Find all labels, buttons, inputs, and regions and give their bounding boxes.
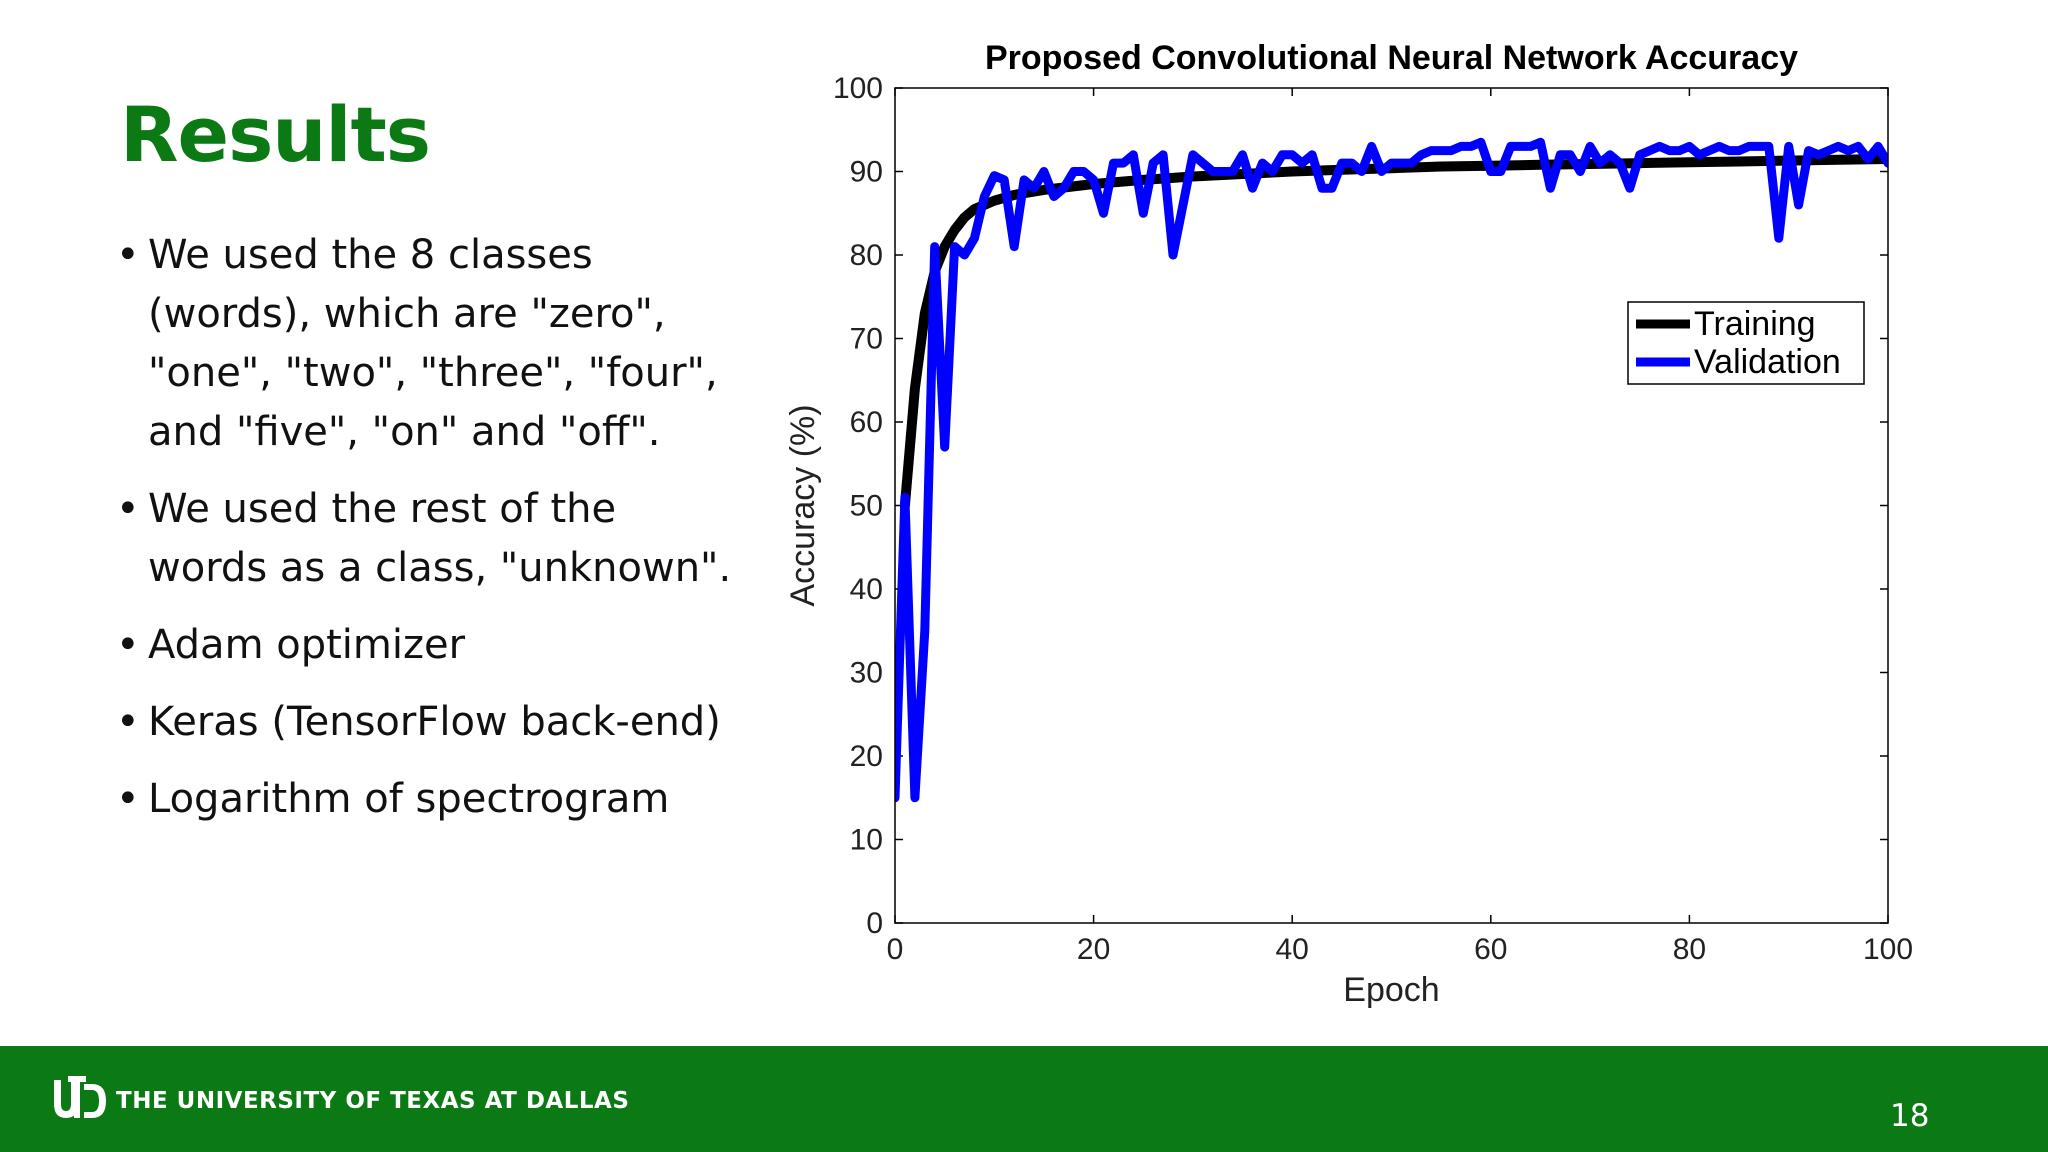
bullet-text: We used the 8 classes (words), which are… xyxy=(148,232,718,455)
legend-label: Training xyxy=(1694,305,1816,343)
utd-logo-icon xyxy=(54,1076,106,1118)
x-tick-label: 60 xyxy=(1474,933,1507,966)
y-tick-label: 70 xyxy=(850,323,883,356)
x-tick-label: 20 xyxy=(1077,933,1110,966)
bullet-text: Logarithm of spectrogram xyxy=(148,776,670,822)
legend-label: Validation xyxy=(1694,343,1841,381)
bullet-item: • We used the rest of the words as a clas… xyxy=(116,480,736,598)
y-tick-label: 60 xyxy=(850,406,883,439)
y-tick-label: 40 xyxy=(850,573,883,606)
bullet-item: • Logarithm of spectrogram xyxy=(116,770,736,829)
bullet-marker: • xyxy=(116,232,140,278)
slide-title: Results xyxy=(120,90,431,179)
y-tick-label: 50 xyxy=(850,490,883,523)
bullet-item: • Keras (TensorFlow back-end) xyxy=(116,693,736,752)
y-tick-label: 80 xyxy=(850,239,883,272)
series-line-validation xyxy=(895,137,1888,803)
plot-frame xyxy=(894,87,1889,924)
footer-bar: THE UNIVERSITY OF TEXAS AT DALLAS 18 xyxy=(0,1046,2048,1152)
y-tick-label: 20 xyxy=(850,740,883,773)
legend-box xyxy=(1627,301,1865,385)
x-tick-label: 100 xyxy=(1863,933,1913,966)
y-tick-label: 0 xyxy=(866,907,883,940)
y-axis-label: Accuracy (%) xyxy=(784,404,822,606)
page-number: 18 xyxy=(1890,1098,1930,1134)
y-tick-label: 30 xyxy=(850,657,883,690)
bullet-item: • Adam optimizer xyxy=(116,616,736,675)
bullet-marker: • xyxy=(116,622,140,668)
x-axis-label: Epoch xyxy=(1343,971,1439,1009)
bullet-marker: • xyxy=(116,699,140,745)
accuracy-chart: Proposed Convolutional Neural Network Ac… xyxy=(784,39,1913,1009)
bullet-text: We used the rest of the words as a class… xyxy=(148,486,732,591)
bullet-marker: • xyxy=(116,486,140,532)
x-tick-label: 80 xyxy=(1673,933,1706,966)
bullet-item: • We used the 8 classes (words), which ar… xyxy=(116,226,736,462)
x-tick-label: 40 xyxy=(1276,933,1309,966)
x-tick-label: 0 xyxy=(887,933,904,966)
y-tick-label: 90 xyxy=(850,156,883,189)
bullet-text: Adam optimizer xyxy=(148,622,466,668)
y-tick-label: 100 xyxy=(833,72,883,105)
y-tick-label: 10 xyxy=(850,824,883,857)
bullet-list: • We used the 8 classes (words), which ar… xyxy=(116,226,736,847)
chart-title: Proposed Convolutional Neural Network Ac… xyxy=(985,39,1798,77)
bullet-text: Keras (TensorFlow back-end) xyxy=(148,699,721,745)
bullet-marker: • xyxy=(116,776,140,822)
university-name: THE UNIVERSITY OF TEXAS AT DALLAS xyxy=(116,1088,630,1114)
